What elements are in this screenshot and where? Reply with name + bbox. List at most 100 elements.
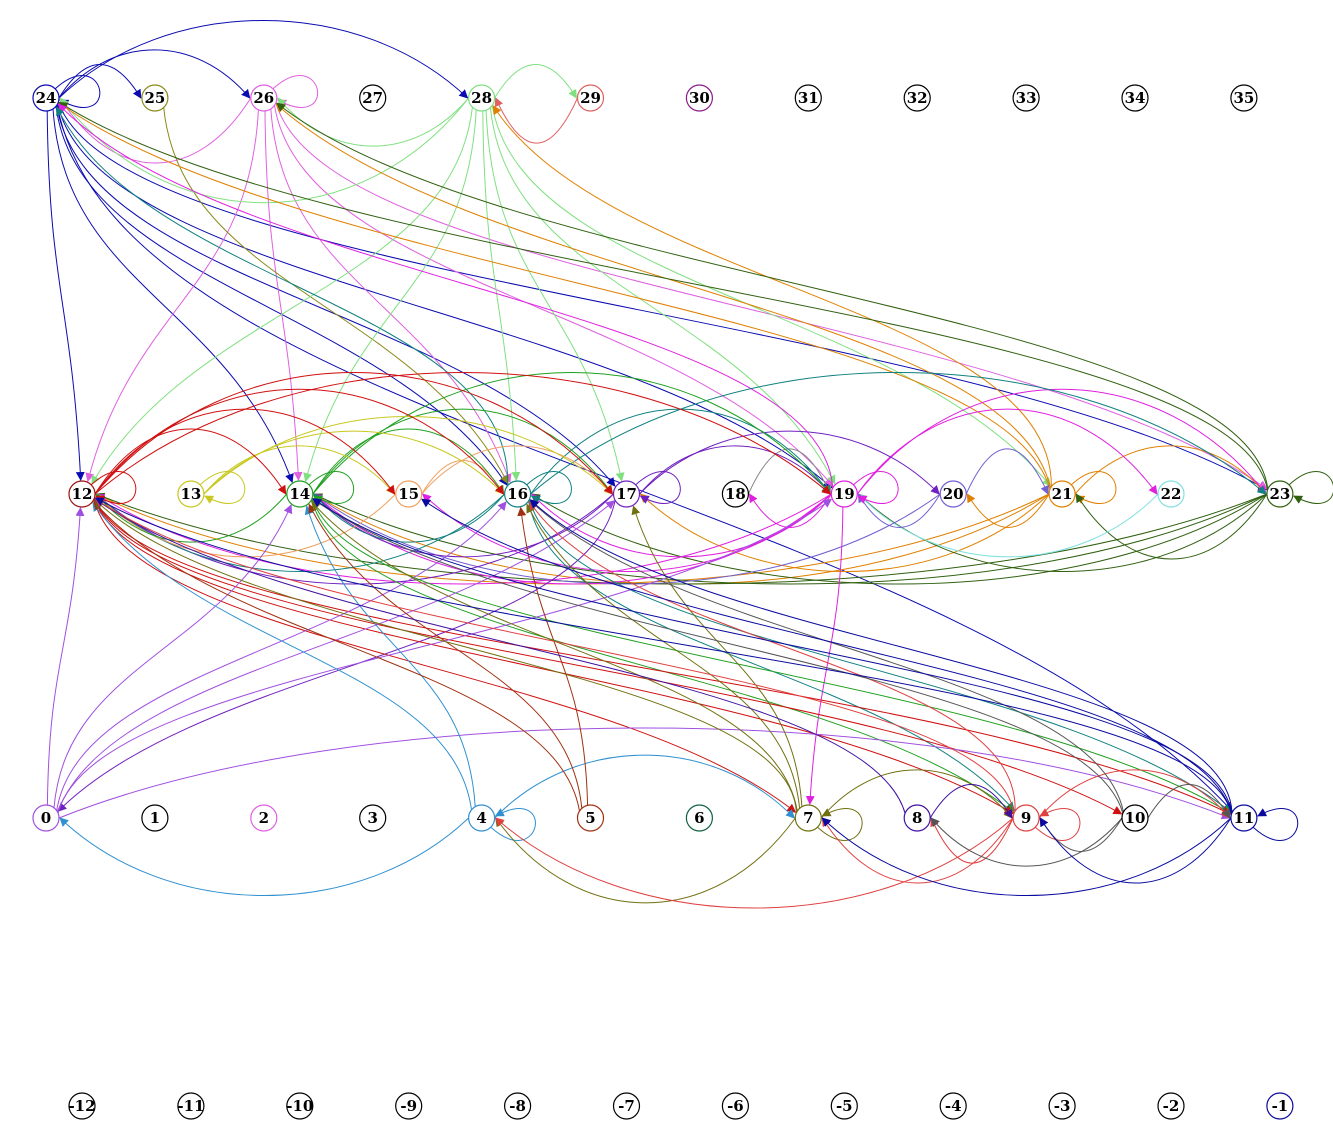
node-label: -3 [1054, 1097, 1071, 1115]
node-circle [1230, 84, 1258, 112]
node-2: 2 [250, 804, 278, 832]
node-label: 29 [580, 89, 601, 107]
edge-4-to-0 [59, 817, 469, 896]
node-circle [830, 480, 858, 508]
node-circle [612, 1092, 641, 1120]
edge-24-to-24 [54, 75, 101, 108]
edge-23-to-23 [1288, 471, 1333, 504]
node-14: 14 [286, 480, 314, 508]
edge-4-to-7 [494, 754, 795, 819]
edge-19-to-12 [95, 493, 832, 585]
edge-26-to-16 [270, 108, 512, 484]
node-label: -9 [400, 1097, 417, 1115]
node-circle [939, 1092, 967, 1120]
node-label: 1 [150, 809, 160, 827]
edge-12-to-17 [94, 372, 614, 495]
edge-24-to-28 [58, 20, 469, 99]
node-label: -2 [1163, 1097, 1180, 1115]
node-label: 26 [253, 89, 274, 107]
edge-13-to-17 [203, 416, 614, 495]
edge-15-to-12 [95, 493, 397, 558]
edge-24-to-12 [46, 110, 85, 481]
edge-5-to-16 [517, 506, 589, 806]
node-7: 7 [794, 804, 822, 832]
edge-24-to-26 [58, 49, 251, 99]
edge-5-to-12 [93, 500, 580, 812]
edge-7-to-7 [817, 808, 863, 841]
node-circle [503, 480, 532, 508]
node-circle [1230, 804, 1258, 832]
node-circle [141, 84, 169, 112]
edge-10-to-9 [1039, 817, 1123, 852]
edge-9-to-8 [930, 817, 1014, 864]
edge-23-to-12 [95, 492, 1268, 585]
node--10: -10 [286, 1092, 314, 1120]
edge-16-to-9 [528, 500, 1015, 812]
node-label: 17 [616, 485, 637, 503]
node-29: 29 [576, 84, 605, 112]
node-24: 24 [32, 84, 60, 112]
node-8: 8 [903, 804, 931, 832]
node-label: 13 [180, 485, 201, 503]
edge-18-to-19 [747, 448, 832, 495]
edge-15-to-16 [421, 460, 505, 495]
edge-28-to-14 [303, 109, 477, 483]
edge-9-to-9 [1034, 808, 1081, 841]
node-circle [939, 480, 967, 508]
edge-25-to-16 [163, 107, 509, 485]
edge-21-to-24 [58, 102, 1051, 490]
node-label: 20 [943, 485, 964, 503]
node-label: 3 [367, 809, 377, 827]
node--6: -6 [721, 1092, 750, 1120]
node--12: -12 [68, 1092, 96, 1120]
edge-21-to-23 [1074, 445, 1267, 495]
node-circle [685, 804, 714, 832]
edge-12-to-19 [94, 372, 831, 495]
node--1: -1 [1266, 1092, 1294, 1120]
node-5: 5 [576, 804, 605, 832]
edge-7-to-9 [820, 769, 1013, 819]
edge-13-to-15 [203, 445, 396, 495]
node--5: -5 [830, 1092, 858, 1120]
edge-0-to-16 [56, 501, 507, 811]
node-label: 34 [1125, 89, 1146, 107]
node-circle [250, 84, 278, 112]
node-label: 15 [398, 485, 419, 503]
node-label: -10 [286, 1097, 313, 1115]
node-circle [359, 84, 387, 112]
edge-20-to-21 [965, 448, 1049, 495]
edge-12-to-16 [94, 388, 505, 495]
edge-7-to-14 [311, 500, 798, 812]
edge-17-to-19 [639, 445, 831, 495]
node-circle [468, 84, 496, 112]
edge-12-to-14 [94, 428, 287, 495]
node-circle [1157, 480, 1185, 508]
node-label: 14 [289, 485, 310, 503]
node-circle [1012, 84, 1040, 112]
edge-14-to-9 [311, 499, 1015, 813]
node-circle [32, 84, 60, 112]
edge-24-to-19 [57, 103, 833, 489]
node-label: 9 [1021, 809, 1031, 827]
node-25: 25 [141, 84, 169, 112]
node-label: 18 [725, 485, 746, 503]
edge-26-to-19 [274, 105, 834, 487]
node--9: -9 [395, 1092, 423, 1120]
edge-24-to-11 [56, 104, 1233, 812]
node-label: -6 [727, 1097, 744, 1115]
node-circle [177, 1092, 205, 1120]
edge-16-to-19 [530, 408, 831, 495]
node-20: 20 [939, 480, 967, 508]
edge-16-to-12 [95, 493, 505, 572]
node--2: -2 [1157, 1092, 1185, 1120]
edge-14-to-16 [312, 428, 505, 495]
edge-4-to-4 [490, 808, 536, 841]
edge-19-to-23 [856, 388, 1267, 495]
edge-9-to-7 [821, 817, 1014, 884]
edge-26-to-12 [85, 109, 259, 483]
edge-26-to-24 [59, 97, 252, 164]
edge-23-to-26 [276, 102, 1269, 490]
edge-0-to-11 [58, 727, 1231, 820]
